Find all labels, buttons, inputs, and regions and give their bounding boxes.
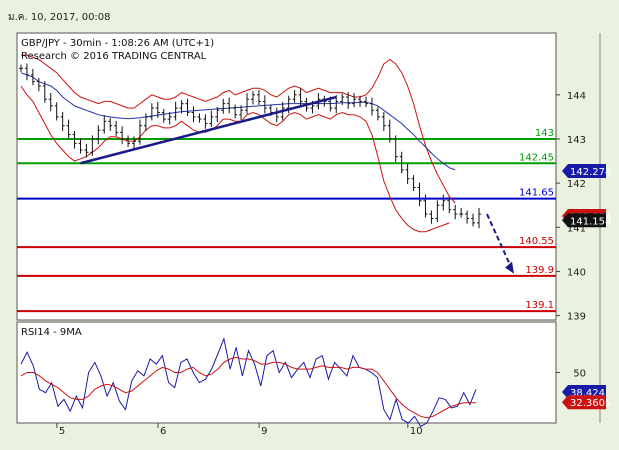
chart-subtitle: Research © 2016 TRADING CENTRAL bbox=[21, 51, 207, 62]
x-tick-label: 10 bbox=[410, 426, 423, 437]
trend-line bbox=[80, 95, 337, 165]
y-tick-label: 141 bbox=[567, 223, 586, 234]
level-label: 142.45 bbox=[519, 152, 554, 163]
y-tick-label: 140 bbox=[567, 267, 586, 278]
price-tag: 141.158 bbox=[570, 216, 611, 227]
rsi-ma-line bbox=[20, 356, 476, 419]
forecast-arrow-head bbox=[505, 261, 514, 274]
price-tag: 142.274 bbox=[570, 167, 611, 178]
level-label: 143 bbox=[535, 128, 554, 139]
price-tag-bg bbox=[562, 164, 606, 179]
x-tick-label: 6 bbox=[160, 426, 166, 437]
rsi-tag: 32.3605 bbox=[570, 398, 611, 409]
rsi-y-tick-label: 50 bbox=[573, 369, 586, 380]
level-label: 139.9 bbox=[525, 265, 554, 276]
y-tick-label: 143 bbox=[567, 135, 586, 146]
timestamp: ม.ค. 10, 2017, 00:08 bbox=[8, 12, 111, 23]
x-tick-label: 9 bbox=[261, 426, 267, 437]
rsi-line bbox=[20, 337, 477, 428]
price-panel bbox=[16, 32, 557, 321]
rsi-tag: 38.424 bbox=[570, 388, 605, 399]
band-upper-line bbox=[21, 54, 456, 204]
rsi-tag-bg bbox=[562, 395, 606, 410]
price-tag-bg bbox=[562, 213, 606, 228]
y-tick-label: 144 bbox=[567, 91, 586, 102]
y-tick-label: 139 bbox=[567, 312, 586, 323]
y-tick-label: 142 bbox=[567, 179, 586, 190]
level-label: 141.65 bbox=[519, 188, 554, 199]
chart-title: GBP/JPY - 30min - 1:08:26 AM (UTC+1) bbox=[21, 38, 214, 49]
ma-blue-line bbox=[20, 72, 456, 171]
rsi-panel bbox=[16, 321, 557, 424]
x-tick-label: 5 bbox=[59, 426, 65, 437]
level-label: 140.55 bbox=[519, 236, 554, 247]
forecast-arrow-line bbox=[486, 213, 512, 268]
level-label: 139.1 bbox=[525, 300, 554, 311]
rsi-title: RSI14 - 9MA bbox=[21, 327, 82, 338]
